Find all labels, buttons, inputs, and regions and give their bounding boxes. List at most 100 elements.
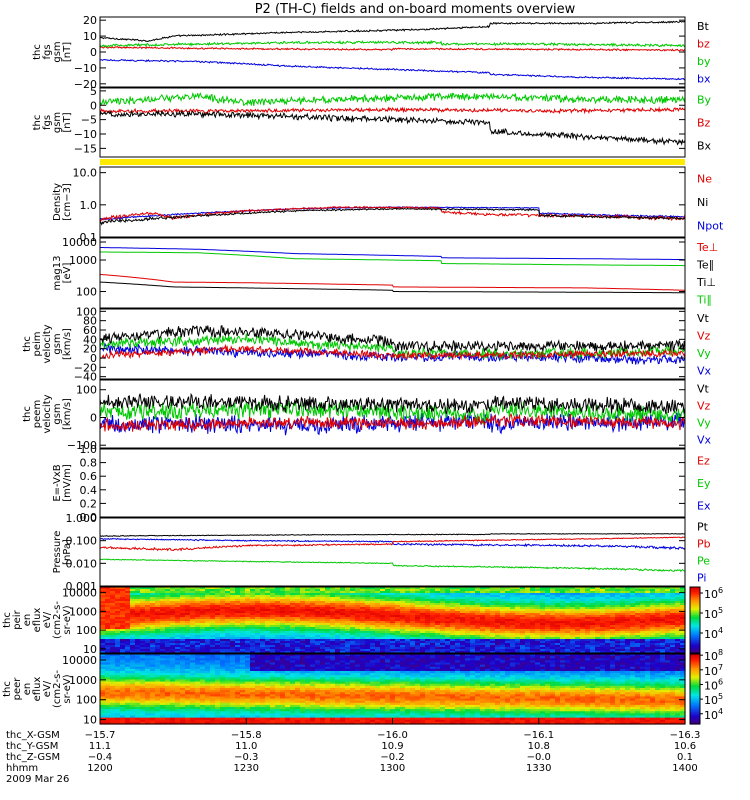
spectrogram-cell (535, 611, 541, 614)
spectrogram-cell (470, 603, 476, 606)
spectrogram-cell (125, 603, 131, 606)
spectrogram-cell (575, 619, 581, 622)
spectrogram-cell (595, 605, 601, 608)
spectrogram-cell (370, 633, 376, 636)
spectrogram-cell (460, 639, 466, 642)
spectrogram-cell (160, 717, 166, 721)
spectrogram-cell (350, 635, 356, 638)
spectrogram-cell (185, 709, 191, 712)
spectrogram-cell (380, 609, 386, 612)
spectrogram-cell (170, 603, 176, 606)
spectrogram-cell (615, 601, 621, 604)
spectrogram-cell (380, 599, 386, 602)
spectrogram-cell (250, 635, 256, 638)
spectrogram-cell (200, 683, 206, 687)
spectrogram-cell (640, 595, 646, 598)
spectrogram-cell (440, 615, 446, 618)
spectrogram-cell (610, 621, 616, 624)
spectrogram-cell (505, 623, 511, 626)
spectrogram-cell (475, 625, 481, 628)
colorbar-step (690, 649, 700, 652)
spectrogram-cell (460, 599, 466, 602)
spectrogram-cell (275, 593, 281, 596)
spectrogram-cell (375, 651, 381, 654)
spectrogram-cell (530, 591, 536, 594)
spectrogram-cell (560, 607, 566, 610)
spectrogram-cell (205, 623, 211, 626)
spectrogram-cell (170, 641, 176, 644)
spectrogram-cell (560, 619, 566, 622)
spectrogram-cell (210, 679, 216, 683)
spectrogram-cell (310, 629, 316, 632)
spectrogram-cell (445, 631, 451, 634)
spectrogram-cell (225, 685, 231, 689)
spectrogram-cell (135, 649, 141, 652)
spectrogram-cell (100, 609, 106, 612)
spectrogram-cell (680, 649, 686, 652)
spectrogram-cell (620, 645, 626, 648)
spectrogram-cell (665, 637, 671, 640)
spectrogram-cell (315, 601, 321, 604)
spectrogram-cell (495, 589, 501, 592)
spectrogram-cell (350, 617, 356, 620)
spectrogram-cell (100, 631, 106, 634)
spectrogram-cell (475, 647, 481, 650)
spectrogram-cell (445, 603, 451, 606)
spectrogram-cell (145, 717, 151, 721)
spectrogram-cell (305, 651, 311, 654)
spectrogram-cell (600, 641, 606, 644)
y-tick-label: −10 (74, 62, 97, 75)
spectrogram-cell (110, 698, 116, 702)
spectrogram-cell (575, 629, 581, 632)
spectrogram-cell (345, 623, 351, 626)
spectrogram-cell (125, 717, 131, 721)
spectrogram-cell (335, 651, 341, 654)
spectrogram-cell (215, 605, 221, 608)
spectrogram-cell (600, 601, 606, 604)
spectrogram-cell (365, 619, 371, 622)
spectrogram-cell (355, 591, 361, 594)
spectrogram-cell (160, 719, 166, 723)
spectrogram-cell (180, 595, 186, 598)
spectrogram-cell (225, 617, 231, 620)
spectrogram-cell (110, 593, 116, 596)
spectrogram-cell (130, 681, 136, 685)
spectrogram-cell (155, 635, 161, 638)
spectrogram-cell (210, 623, 216, 626)
spectrogram-cell (190, 679, 196, 683)
spectrogram-cell (510, 591, 516, 594)
spectrogram-cell (470, 617, 476, 620)
spectrogram-cell (675, 589, 681, 592)
spectrogram-cell (245, 613, 251, 616)
y-tick-label: 0.0 (80, 511, 98, 524)
spectrogram-cell (105, 702, 111, 706)
spectrogram-cell (140, 589, 146, 592)
spectrogram-cell (115, 664, 121, 668)
spectrogram-cell (430, 647, 436, 650)
spectrogram-cell (170, 587, 176, 590)
spectrogram-cell (445, 647, 451, 650)
spectrogram-cell (135, 711, 141, 714)
spectrogram-cell (510, 619, 516, 622)
spectrogram-cell (665, 601, 671, 604)
spectrogram-cell (185, 593, 191, 596)
spectrogram-cell (155, 607, 161, 610)
spectrogram-cell (295, 639, 301, 642)
spectrogram-cell (325, 605, 331, 608)
spectrogram-cell (100, 649, 106, 652)
spectrogram-cell (160, 589, 166, 592)
spectrogram-cell (525, 615, 531, 618)
spectrogram-cell (450, 623, 456, 626)
spectrogram-cell (195, 615, 201, 618)
spectrogram-cell (220, 704, 226, 708)
spectrogram-cell (495, 591, 501, 594)
spectrogram-cell (590, 617, 596, 620)
spectrogram-cell (275, 619, 281, 622)
spectrogram-cell (475, 641, 481, 644)
spectrogram-cell (355, 645, 361, 648)
colorbar-step (690, 590, 700, 593)
spectrogram-cell (120, 658, 126, 661)
spectrogram-cell (310, 601, 316, 604)
spectrogram-cell (435, 615, 441, 618)
